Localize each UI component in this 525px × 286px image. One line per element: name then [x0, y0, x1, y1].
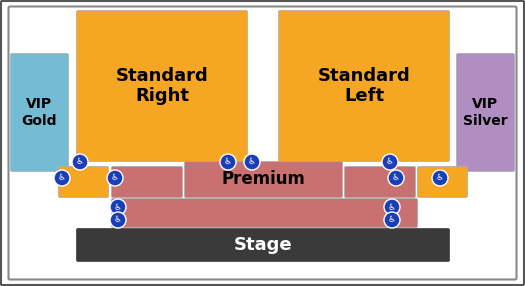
Circle shape: [110, 212, 126, 228]
FancyBboxPatch shape: [417, 166, 467, 198]
FancyBboxPatch shape: [58, 166, 109, 198]
Circle shape: [110, 199, 126, 215]
FancyBboxPatch shape: [184, 162, 342, 198]
Text: Standard
Left: Standard Left: [318, 67, 411, 106]
FancyBboxPatch shape: [344, 166, 415, 198]
Text: Premium: Premium: [222, 170, 306, 188]
Circle shape: [384, 199, 400, 215]
Circle shape: [107, 170, 123, 186]
Text: ♿: ♿: [114, 202, 122, 212]
Text: ♿: ♿: [58, 174, 66, 182]
Text: VIP
Silver: VIP Silver: [463, 98, 508, 128]
Text: ♿: ♿: [436, 174, 444, 182]
Text: Standard
Right: Standard Right: [116, 67, 208, 106]
Text: ♿: ♿: [386, 158, 394, 166]
Circle shape: [220, 154, 236, 170]
Text: VIP
Gold: VIP Gold: [22, 98, 57, 128]
Text: ♿: ♿: [224, 158, 232, 166]
Circle shape: [388, 170, 404, 186]
FancyBboxPatch shape: [8, 7, 517, 279]
Circle shape: [72, 154, 88, 170]
FancyBboxPatch shape: [457, 53, 514, 172]
Circle shape: [382, 154, 398, 170]
Circle shape: [432, 170, 448, 186]
Text: ♿: ♿: [388, 215, 396, 225]
Text: ♿: ♿: [114, 215, 122, 225]
Circle shape: [54, 170, 70, 186]
FancyBboxPatch shape: [111, 166, 183, 198]
Text: ♿: ♿: [111, 174, 119, 182]
Text: ♿: ♿: [248, 158, 256, 166]
FancyBboxPatch shape: [10, 53, 68, 172]
Text: ♿: ♿: [392, 174, 400, 182]
FancyBboxPatch shape: [77, 229, 449, 261]
Text: Stage: Stage: [234, 236, 292, 254]
Text: ♿: ♿: [76, 158, 84, 166]
FancyBboxPatch shape: [77, 11, 247, 162]
Circle shape: [384, 212, 400, 228]
FancyBboxPatch shape: [278, 11, 449, 162]
Circle shape: [244, 154, 260, 170]
Text: ♿: ♿: [388, 202, 396, 212]
FancyBboxPatch shape: [111, 198, 417, 227]
